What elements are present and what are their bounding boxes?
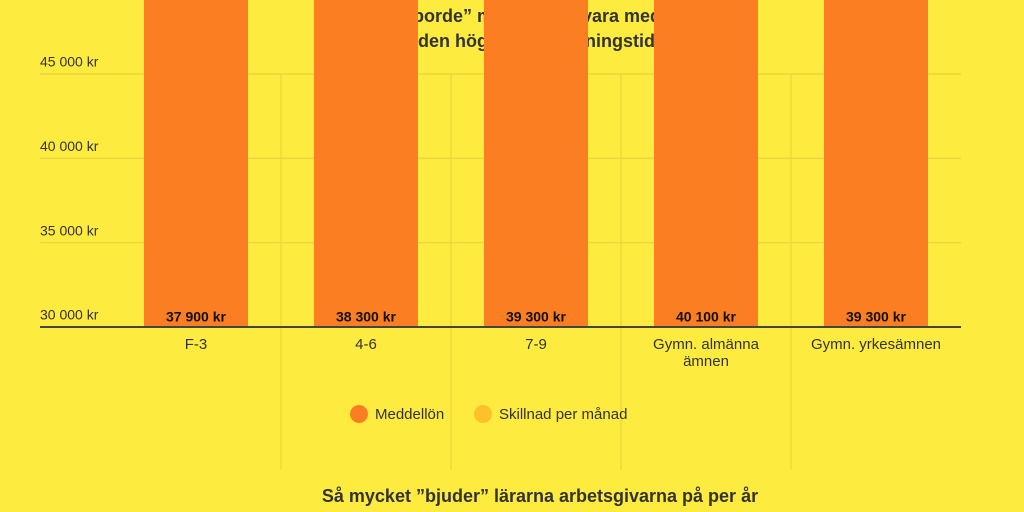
x-tick-label: Gymn. yrkesämnen [810,336,942,353]
legend-label: Skillnad per månad [499,406,627,423]
y-tick-label: 35 000 kr [40,222,99,238]
value-label: 39 300 kr [846,309,906,325]
y-tick-label: 45 000 kr [40,54,99,70]
value-label: 39 300 kr [506,309,566,325]
bar-segment [314,0,418,327]
value-label: 40 100 kr [676,309,736,325]
x-tick-label: Gymn. almänna ämnen [653,336,759,370]
x-tick-label: F-3 [184,336,208,353]
x-tick-label: 7-9 [525,336,547,353]
annotation: Så mycket ”bjuder” lärarna arbetsgivarna… [322,486,758,506]
value-label: 37 900 kr [166,309,226,325]
bar-segment [484,0,588,327]
y-tick-label: 30 000 kr [40,307,99,323]
bar-segment [654,0,758,327]
x-tick-label: 4-6 [355,336,377,353]
y-tick-label: 40 000 kr [40,138,99,154]
bar-segment [824,0,928,327]
legend-swatch [474,405,492,423]
legend-label: Meddellön [375,406,444,423]
bar-segment [144,0,248,327]
legend-swatch [350,405,368,423]
value-label: 38 300 kr [336,309,396,325]
